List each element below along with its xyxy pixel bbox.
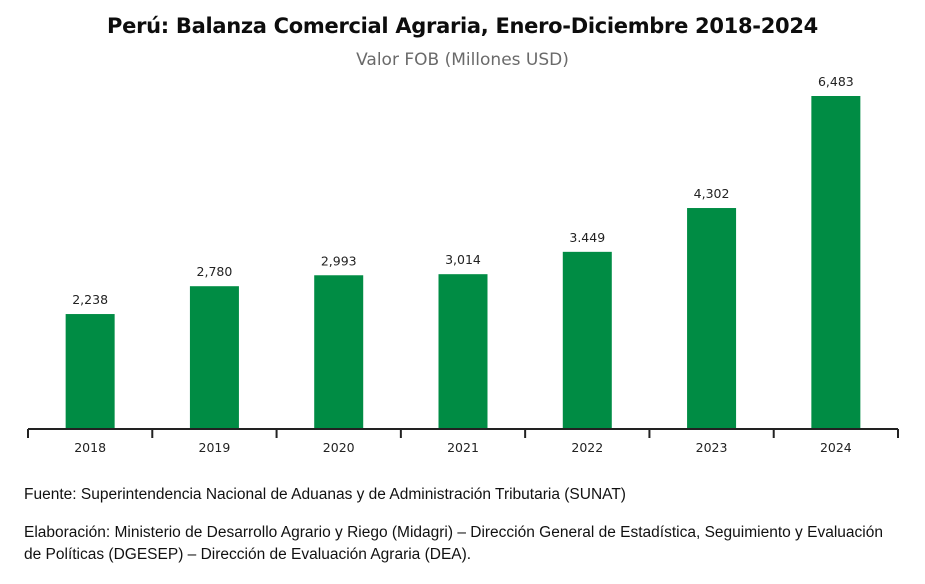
value-label-2022: 3.449 [569,230,605,245]
bar-2022 [562,251,612,429]
x-tick-label-2022: 2022 [571,440,603,455]
value-label-2019: 2,780 [197,264,233,279]
bars-layer: 2,238 2,780 2,993 3,014 3.449 4,302 6,483 [65,74,861,429]
bar-2021 [438,274,488,429]
chart-subtitle: Valor FOB (Millones USD) [356,50,569,70]
x-axis: 2018 2019 2020 2021 2022 2023 2024 [27,428,899,455]
bar-2020 [314,275,364,429]
bar-chart: 2,238 2,780 2,993 3,014 3.449 4,302 6,483 2018… [27,74,899,455]
value-label-2021: 3,014 [445,252,481,267]
elaboration-note: Elaboración: Ministerio de Desarrollo Ag… [24,524,883,563]
bar-2023 [687,208,737,429]
source-note: Fuente: Superintendencia Nacional de Adu… [24,486,626,503]
value-label-2023: 4,302 [694,186,730,201]
chart-title: Perú: Balanza Comercial Agraria, Enero-D… [107,14,818,38]
x-tick-label-2019: 2019 [199,440,231,455]
value-label-2024: 6,483 [818,74,854,89]
x-tick-label-2024: 2024 [820,440,852,455]
value-label-2020: 2,993 [321,253,357,268]
bar-2018 [65,314,115,429]
value-label-2018: 2,238 [72,292,108,307]
bar-2024 [811,96,861,429]
x-tick-label-2021: 2021 [447,440,479,455]
bar-2019 [189,286,239,429]
x-tick-label-2023: 2023 [696,440,728,455]
x-tick-label-2020: 2020 [323,440,355,455]
x-tick-label-2018: 2018 [74,440,106,455]
